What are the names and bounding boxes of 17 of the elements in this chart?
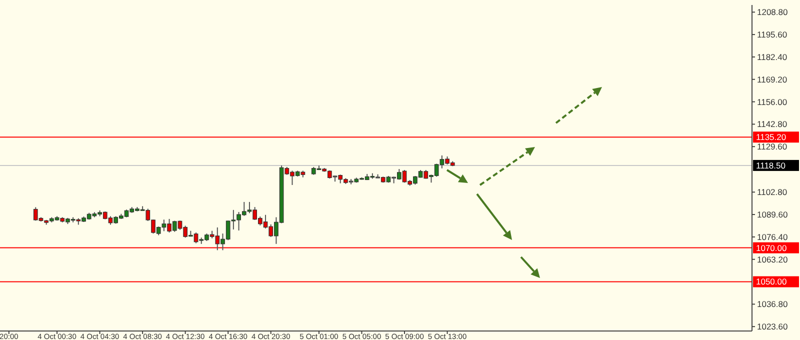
y-tick-label: 1182.40 (757, 52, 788, 62)
y-tick-label: 1142.80 (757, 119, 788, 130)
y-tick-label: 1195.60 (757, 30, 788, 40)
y-tick-label: 1156.00 (757, 96, 788, 107)
y-tick-label: 1169.20 (757, 74, 788, 84)
ref-line-label: 1050.00 (756, 276, 787, 287)
ref-line-label: 1135.20 (756, 132, 786, 142)
y-tick-label: 1023.60 (757, 322, 788, 332)
y-tick-label: 1129.60 (757, 142, 788, 152)
y-tick-label: 1063.20 (757, 254, 788, 264)
y-tick-label: 1089.60 (757, 210, 788, 220)
y-tick-label: 1076.40 (757, 232, 788, 242)
y-tick-label: 1036.80 (757, 299, 788, 310)
ref-line-label: 1070.00 (756, 242, 787, 253)
y-tick-label: 1208.80 (757, 7, 788, 18)
ref-line-label: 1118.50 (756, 160, 786, 170)
y-tick-label: 1102.80 (757, 187, 788, 198)
